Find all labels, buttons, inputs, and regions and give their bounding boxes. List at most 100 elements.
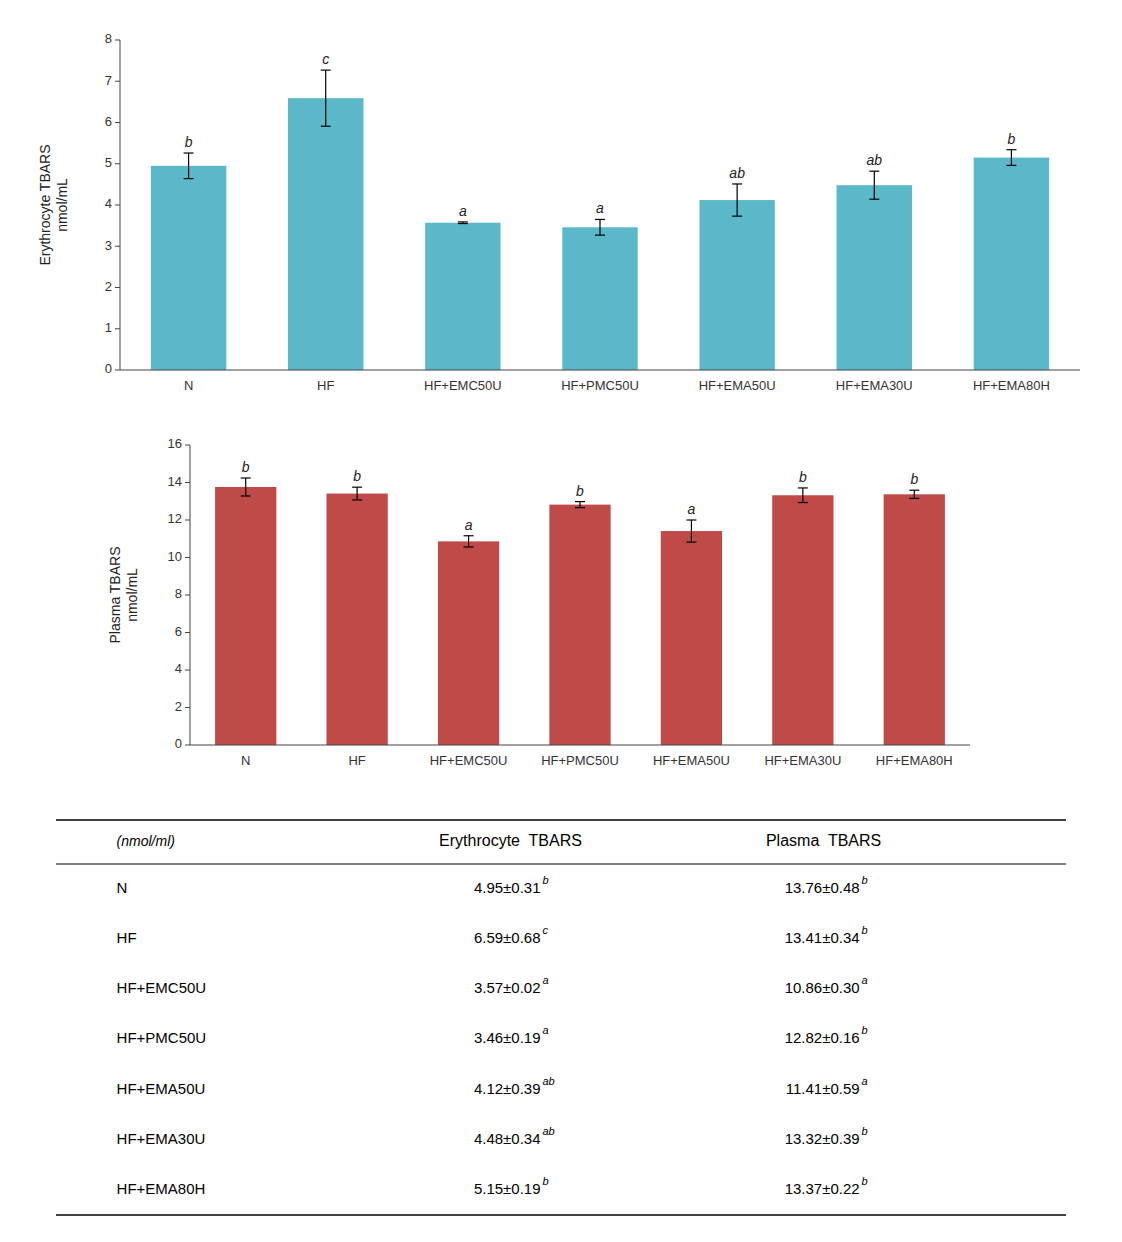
annotation: b [242, 459, 250, 475]
x-tick-label: HF+EMA30U [764, 753, 841, 768]
y-tick [115, 370, 120, 371]
y-tick [115, 246, 120, 247]
bar [215, 487, 276, 745]
error-cap [575, 501, 585, 502]
error-line [874, 171, 875, 199]
table-superscript: c [543, 924, 549, 936]
table-rule [56, 864, 1066, 865]
table-value: 5.15±0.19 [474, 1180, 541, 1197]
error-bar [458, 222, 468, 224]
error-bar [352, 487, 362, 500]
annotation: b [1008, 131, 1016, 147]
y-tick-label: 2 [105, 279, 112, 294]
table: (nmol/ml)Erythrocyte TBARSPlasma TBARSN4… [56, 820, 1066, 1215]
table-value: 4.95±0.31 [474, 879, 541, 896]
table-header: Erythrocyte TBARS [439, 832, 582, 849]
table-value: 6.59±0.68 [474, 929, 541, 946]
error-cap [184, 178, 194, 179]
bar [288, 98, 363, 370]
error-bar [909, 490, 919, 498]
y-axis-label: Plasma TBARSnmol/mL [107, 547, 140, 644]
y-tick-label: 6 [175, 624, 182, 639]
table-rule [56, 1214, 1066, 1216]
y-axis-line [120, 40, 121, 370]
bar [837, 185, 912, 370]
table-value: 13.32±0.39 [785, 1130, 860, 1147]
error-cap [184, 152, 194, 153]
bar [425, 223, 500, 370]
bar-chart: 0246810121416Plasma TBARSnmol/mLbbababbN… [107, 436, 970, 768]
x-tick-label: HF [317, 378, 334, 393]
error-bar [1006, 150, 1016, 166]
error-cap [732, 183, 742, 184]
x-axis-line [120, 370, 1080, 371]
y-axis-label-line: Erythrocyte TBARS [37, 144, 53, 265]
error-line [245, 478, 246, 496]
y-tick [185, 520, 190, 521]
x-tick-label: HF+EMC50U [430, 753, 508, 768]
error-cap [686, 519, 696, 520]
table-superscript: b [543, 874, 549, 886]
y-tick [185, 482, 190, 483]
error-cap [321, 126, 331, 127]
error-cap [595, 219, 605, 220]
y-axis: 012345678 [105, 31, 120, 376]
table-value: 4.48±0.34 [474, 1130, 541, 1147]
x-tick-label: HF+EMA80H [876, 753, 953, 768]
y-tick-label: 2 [175, 699, 182, 714]
y-tick [115, 287, 120, 288]
y-tick [115, 163, 120, 164]
error-line [737, 184, 738, 216]
marks [151, 70, 1049, 370]
table-value: 12.82±0.16 [785, 1029, 860, 1046]
bar [562, 227, 637, 370]
error-bar [798, 488, 808, 503]
error-cap [241, 477, 251, 478]
error-cap [464, 546, 474, 547]
error-bar [575, 502, 585, 508]
annotation: b [185, 134, 193, 150]
y-axis-label: Erythrocyte TBARSnmol/mL [37, 144, 70, 265]
table-superscript: a [862, 1075, 868, 1087]
error-cap [464, 535, 474, 536]
x-tick-label: HF+EMA50U [653, 753, 730, 768]
error-cap [869, 171, 879, 172]
annotation: b [576, 483, 584, 499]
table-superscript: b [543, 1175, 549, 1187]
annotation: ab [866, 152, 882, 168]
x-tick-label: HF [348, 753, 365, 768]
table-rule [56, 819, 1066, 821]
table-value: 3.57±0.02 [474, 979, 541, 996]
table-value: 4.12±0.39 [474, 1080, 541, 1097]
table-value: 13.37±0.22 [785, 1180, 860, 1197]
error-bar [241, 478, 251, 496]
bar [151, 166, 226, 370]
bar [661, 531, 722, 745]
error-cap [575, 507, 585, 508]
table-value: 13.41±0.34 [785, 929, 860, 946]
y-tick-label: 5 [105, 155, 112, 170]
bar [549, 505, 610, 745]
error-line [1011, 150, 1012, 166]
y-tick-label: 8 [175, 586, 182, 601]
error-cap [458, 221, 468, 222]
x-tick-label: N [184, 378, 193, 393]
annotation: b [799, 469, 807, 485]
error-cap [241, 495, 251, 496]
bar [884, 494, 945, 745]
annotation: b [910, 471, 918, 487]
figure: 012345678Erythrocyte TBARSnmol/mLbcaaaba… [0, 0, 1122, 1242]
table-superscript: b [862, 1175, 868, 1187]
y-tick [185, 557, 190, 558]
annotation: c [322, 51, 329, 67]
error-line [188, 153, 189, 179]
table-row-label: HF+EMA50U [117, 1080, 206, 1097]
annotation: a [459, 203, 467, 219]
table-row-label: N [117, 879, 128, 896]
table-superscript: b [862, 1125, 868, 1137]
error-cap [798, 487, 808, 488]
table-superscript: a [543, 1024, 549, 1036]
error-cap [352, 499, 362, 500]
y-tick-label: 3 [105, 238, 112, 253]
y-tick-label: 16 [168, 436, 182, 451]
